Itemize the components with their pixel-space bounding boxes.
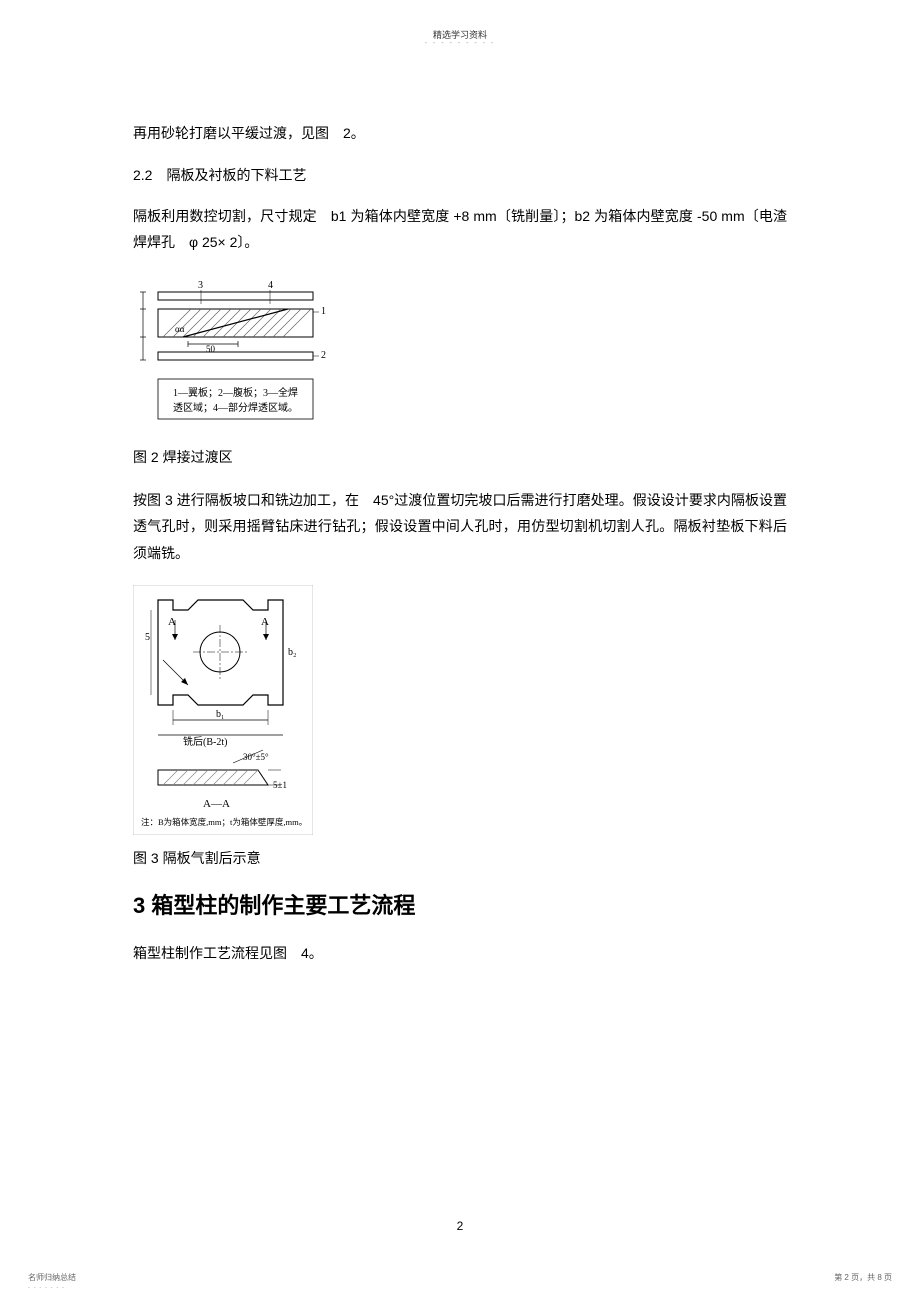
page-number: 2 bbox=[457, 1219, 464, 1233]
fig2-label-3: 3 bbox=[198, 280, 203, 291]
fig2-label-1: 1 bbox=[321, 306, 326, 317]
fig3-label-b1: b₁ bbox=[216, 709, 225, 720]
fig2-dim-50: 50 bbox=[206, 344, 216, 354]
document-content: 再用砂轮打磨以平缓过渡，见图 2。 2.2 隔板及衬板的下料工艺 隔板利用数控切… bbox=[133, 120, 787, 984]
fig2-label-4: 4 bbox=[268, 280, 273, 291]
fig3-dim-5: 5 bbox=[145, 632, 150, 643]
footer-left: 名师归纳总结 bbox=[28, 1272, 76, 1283]
fig3-label-A2: A bbox=[261, 616, 269, 628]
figure-2: 3 4 1 2 αα 50 1—翼板；2—腹板；3—全焊 透区域；4—部分焊透区… bbox=[133, 274, 787, 439]
paragraph-2: 隔板利用数控切割，尺寸规定 b1 为箱体内壁宽度 +8 mm〔铣削量〕；b2 为… bbox=[133, 203, 787, 256]
fig3-label-mill: 铣后(B-2t) bbox=[183, 735, 227, 748]
fig3-section-label: A—A bbox=[203, 798, 230, 810]
section-3-heading: 3 箱型柱的制作主要工艺流程 bbox=[133, 888, 787, 920]
fig2-legend-2: 透区域；4—部分焊透区域。 bbox=[173, 401, 298, 414]
section-2-2-title: 2.2 隔板及衬板的下料工艺 bbox=[133, 165, 787, 185]
fig3-label-b2: b₂ bbox=[288, 647, 297, 658]
header-dots: - - - - - - - - - bbox=[425, 40, 496, 47]
paragraph-1: 再用砂轮打磨以平缓过渡，见图 2。 bbox=[133, 120, 787, 147]
figure-3: A A b₂ 5 b₁ 铣后(B-2t) 30°±5° bbox=[133, 585, 787, 840]
fig3-note: 注：B为箱体宽度,mm；t为箱体壁厚度,mm。 bbox=[141, 817, 307, 827]
fig2-angle: αα bbox=[175, 324, 185, 334]
fig2-label-2: 2 bbox=[321, 350, 326, 361]
figure-2-caption: 图 2 焊接过渡区 bbox=[133, 447, 787, 467]
footer-right: 第 2 页，共 8 页 bbox=[834, 1272, 892, 1283]
paragraph-3: 按图 3 进行隔板坡口和铣边加工，在 45°过渡位置切完坡口后需进行打磨处理。假… bbox=[133, 487, 787, 567]
figure-3-caption: 图 3 隔板气割后示意 bbox=[133, 848, 787, 868]
footer-left-dots: - - - - - - - bbox=[28, 1285, 65, 1291]
paragraph-4: 箱型柱制作工艺流程见图 4。 bbox=[133, 940, 787, 967]
fig2-legend-1: 1—翼板；2—腹板；3—全焊 bbox=[173, 386, 298, 399]
